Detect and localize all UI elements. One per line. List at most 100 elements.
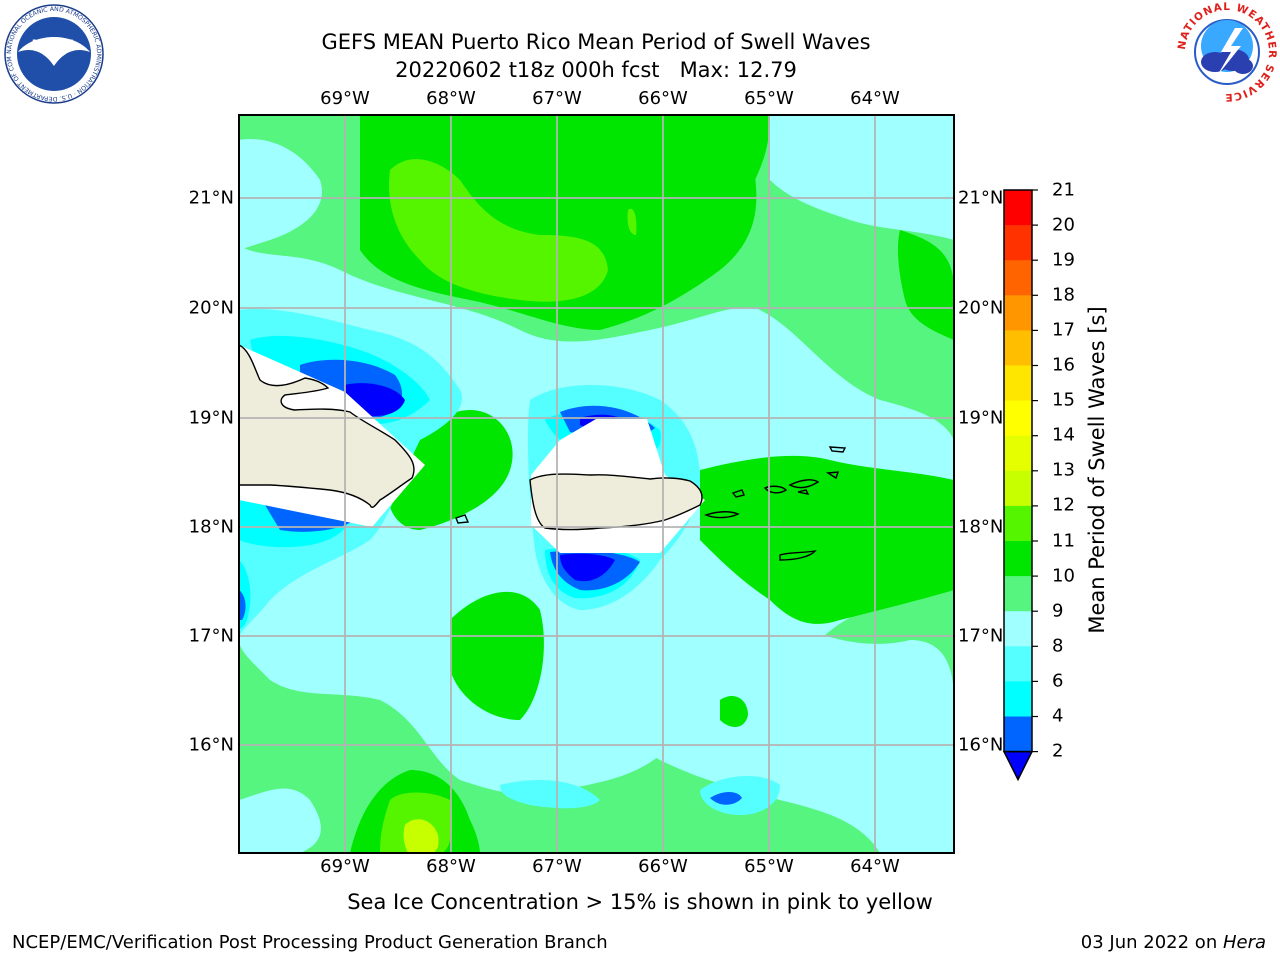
land-st-thomas xyxy=(763,485,788,494)
colorbar-bin-9-10 xyxy=(1004,576,1032,612)
colorbar-tick-14: 14 xyxy=(1052,424,1075,446)
lat-label-left-17n: 17°N xyxy=(188,625,234,647)
lon-label-top-67w: 67°W xyxy=(532,88,582,109)
contour-8-9-southwest xyxy=(239,788,321,853)
lon-label-bottom-66w: 66°W xyxy=(638,856,688,877)
colorbar-tick-20: 20 xyxy=(1052,214,1075,236)
contour-6-8-south xyxy=(500,780,600,809)
sea-ice-note: Sea Ice Concentration > 15% is shown in … xyxy=(347,890,933,914)
colorbar-bin-19-20 xyxy=(1004,225,1032,261)
land-vieques xyxy=(703,511,740,519)
colorbar xyxy=(1002,189,1038,782)
colorbar-bin-14-15 xyxy=(1004,400,1032,437)
colorbar-tick-19: 19 xyxy=(1052,249,1075,271)
colorbar-bin-13-14 xyxy=(1004,435,1032,472)
lat-label-right-16n: 16°N xyxy=(958,734,1004,756)
lat-label-right-18n: 18°N xyxy=(958,516,1004,538)
lat-label-left-19n: 19°N xyxy=(188,407,234,429)
lat-label-left-21n: 21°N xyxy=(188,187,234,209)
colorbar-tick-2: 2 xyxy=(1052,740,1064,762)
land-st-croix xyxy=(779,549,817,561)
colorbar-bin-18-19 xyxy=(1004,260,1032,296)
contour-10-11-east xyxy=(897,230,954,340)
contour-8-9-northeast xyxy=(770,115,954,240)
lat-label-right-17n: 17°N xyxy=(958,625,1004,647)
colorbar-bin-20-21 xyxy=(1004,190,1032,226)
map-grid xyxy=(239,115,954,853)
map-frame xyxy=(238,114,955,854)
contour-10-11-patch xyxy=(720,695,748,727)
colorbar-bin-6-8 xyxy=(1004,646,1032,682)
land-puerto-rico xyxy=(529,473,703,531)
colorbar-tick-16: 16 xyxy=(1052,354,1075,376)
colorbar-tick-4: 4 xyxy=(1052,705,1064,727)
lat-label-right-19n: 19°N xyxy=(958,407,1004,429)
land-culebra xyxy=(731,489,745,498)
lat-label-right-20n: 20°N xyxy=(958,297,1004,319)
colorbar-tick-9: 9 xyxy=(1052,600,1064,622)
lon-label-bottom-65w: 65°W xyxy=(744,856,794,877)
contour-10-11-south xyxy=(450,591,544,720)
colorbar-label: Mean Period of Swell Waves [s] xyxy=(1085,306,1109,634)
land-anegada xyxy=(828,446,847,453)
noaa-logo-text: NOAA xyxy=(32,38,77,54)
land-mona-island xyxy=(455,514,470,524)
colorbar-bin-2-4 xyxy=(1004,716,1032,753)
colorbar-bin-11-12 xyxy=(1004,505,1032,542)
noaa-logo-icon: NATIONAL OCEANIC AND ATMOSPHERIC ADMINIS… xyxy=(4,4,104,104)
colorbar-tick-15: 15 xyxy=(1052,389,1075,411)
title-line-2: 20220602 t18z 000h fcst Max: 12.79 xyxy=(395,58,797,82)
contour-10-11-north-edge xyxy=(740,115,770,190)
title-line-1: GEFS MEAN Puerto Rico Mean Period of Swe… xyxy=(321,30,871,54)
lat-label-right-21n: 21°N xyxy=(958,187,1004,209)
lat-label-left-20n: 20°N xyxy=(188,297,234,319)
contour-8-9-northwest xyxy=(239,139,322,250)
nws-logo-icon: NATIONAL WEATHER SERVICE xyxy=(1176,2,1277,102)
colorbar-under-extension xyxy=(1002,750,1034,782)
lon-label-top-64w: 64°W xyxy=(850,88,900,109)
footer-host: Hera xyxy=(1222,932,1266,953)
contour-2-4-westedge xyxy=(239,590,246,620)
colorbar-bin-10-11 xyxy=(1004,541,1032,577)
contour-2-4-southeast xyxy=(710,792,742,805)
colorbar-tick-6: 6 xyxy=(1052,670,1064,692)
lon-label-bottom-67w: 67°W xyxy=(532,856,582,877)
lon-label-top-68w: 68°W xyxy=(426,88,476,109)
lat-label-left-18n: 18°N xyxy=(188,516,234,538)
lon-label-bottom-69w: 69°W xyxy=(320,856,370,877)
colorbar-tick-8: 8 xyxy=(1052,635,1064,657)
colorbar-bin-12-13 xyxy=(1004,470,1032,507)
colorbar-bin-8-9 xyxy=(1004,611,1032,647)
colorbar-bin-4-6 xyxy=(1004,681,1032,717)
contour-8-9-southeast xyxy=(590,608,954,853)
land-islet xyxy=(825,471,840,480)
footer-credit: NCEP/EMC/Verification Post Processing Pr… xyxy=(12,932,608,953)
contour-10-11-virgin-islands xyxy=(700,455,954,624)
footer-date-text: 03 Jun 2022 on xyxy=(1080,932,1223,953)
colorbar-bin-17-18 xyxy=(1004,295,1032,331)
colorbar-tick-13: 13 xyxy=(1052,459,1075,481)
footer-date: 03 Jun 2022 on Hera xyxy=(1081,932,1266,953)
lat-label-left-16n: 16°N xyxy=(188,734,234,756)
colorbar-tick-12: 12 xyxy=(1052,494,1075,516)
contour-field xyxy=(239,115,954,853)
lon-label-top-65w: 65°W xyxy=(744,88,794,109)
colorbar-bin-15-16 xyxy=(1004,365,1032,402)
colorbar-tick-21: 21 xyxy=(1052,179,1075,201)
colorbar-tick-17: 17 xyxy=(1052,319,1075,341)
lon-label-top-66w: 66°W xyxy=(638,88,688,109)
lon-label-top-69w: 69°W xyxy=(320,88,370,109)
colorbar-tick-18: 18 xyxy=(1052,284,1075,306)
contour-11-12-patch xyxy=(627,208,637,235)
colorbar-tick-10: 10 xyxy=(1052,565,1075,587)
chart-title: GEFS MEAN Puerto Rico Mean Period of Swe… xyxy=(321,28,870,84)
contour-11-12-north xyxy=(389,159,608,302)
lon-label-bottom-68w: 68°W xyxy=(426,856,476,877)
contour-12-13 xyxy=(403,819,439,853)
lon-label-bottom-64w: 64°W xyxy=(850,856,900,877)
land-hispaniola xyxy=(239,344,415,508)
land-bvi xyxy=(788,479,820,495)
colorbar-tick-11: 11 xyxy=(1052,530,1075,552)
colorbar-bin-16-17 xyxy=(1004,330,1032,366)
